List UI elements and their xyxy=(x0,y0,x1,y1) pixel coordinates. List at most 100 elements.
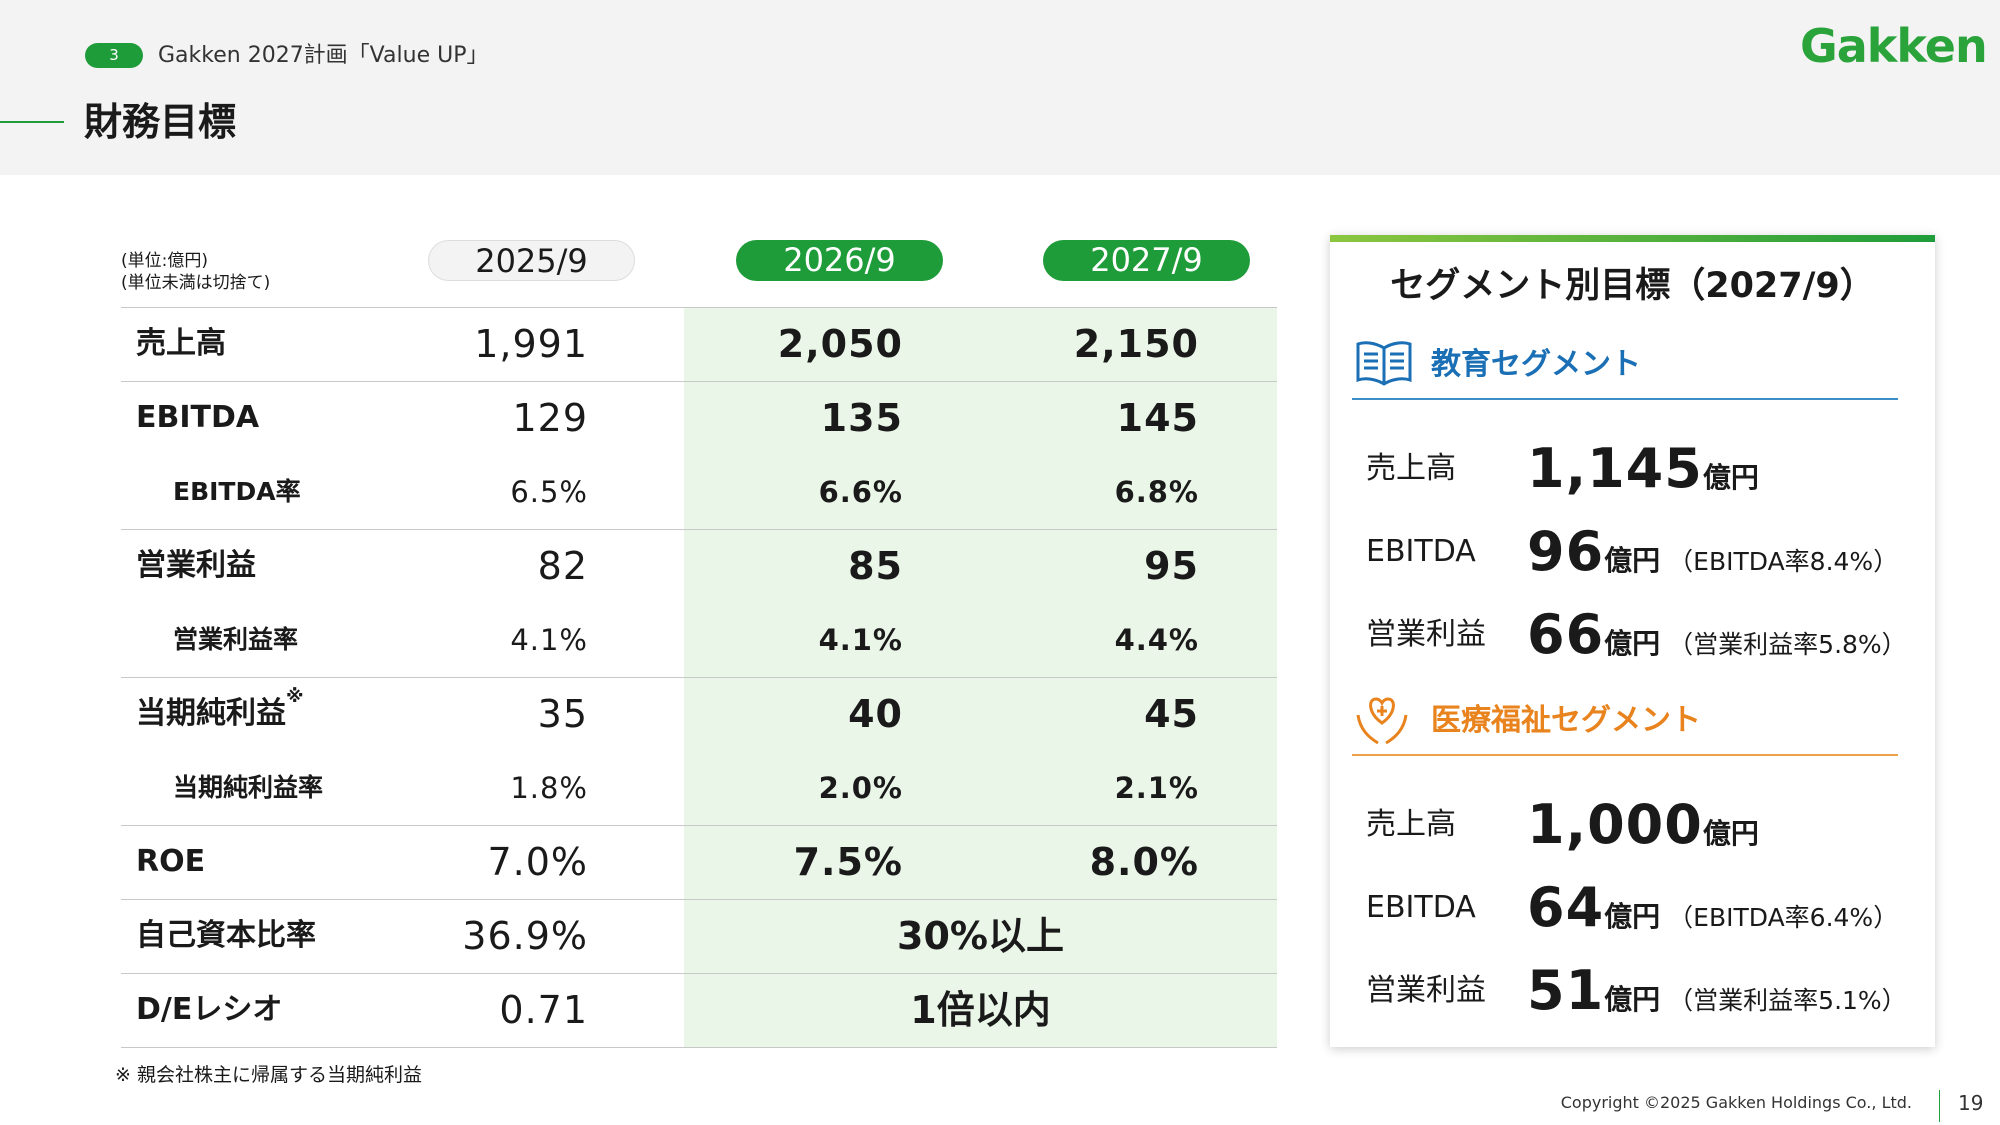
cell-value: 1,991 xyxy=(474,322,588,366)
cell-value: 2.1% xyxy=(1114,771,1199,805)
item-note: （営業利益率5.1%） xyxy=(1668,986,1907,1015)
item-label: 売上高 xyxy=(1366,451,1456,486)
cell-value: 4.1% xyxy=(510,623,588,657)
item-unit: 億円 xyxy=(1702,461,1759,494)
item-note: （EBITDA率8.4%） xyxy=(1668,547,1899,576)
row-label: 営業利益 xyxy=(136,548,256,583)
cell-value: 82 xyxy=(537,544,588,588)
cell-value: 4.1% xyxy=(818,623,903,657)
segment-rule xyxy=(1352,754,1898,756)
merged-cell: 30%以上 xyxy=(897,914,1064,958)
item-value: 66 xyxy=(1527,603,1605,666)
item-figure: 96 億円 （EBITDA率8.4%） xyxy=(1527,522,1898,592)
cell-value: 0.71 xyxy=(499,988,588,1032)
segment-name: 教育セグメント xyxy=(1431,347,1641,382)
cell-value: 8.0% xyxy=(1089,840,1199,884)
footer-divider xyxy=(1939,1090,1940,1122)
item-note: （EBITDA率6.4%） xyxy=(1668,903,1899,932)
cell-value: 45 xyxy=(1144,692,1199,736)
page-title: 財務目標 xyxy=(84,100,237,144)
row-label: D/Eレシオ xyxy=(136,992,283,1027)
plan-name: Gakken 2027計画「Value UP」 xyxy=(158,43,489,68)
cell-value: 7.0% xyxy=(487,840,588,884)
cell-value: 7.5% xyxy=(793,840,903,884)
item-value: 64 xyxy=(1527,876,1605,939)
row-divider xyxy=(121,899,1277,900)
column-header: 2027/9 xyxy=(1043,240,1250,281)
item-value: 51 xyxy=(1527,959,1605,1022)
cell-value: 2,150 xyxy=(1073,322,1199,366)
row-label: 売上高 xyxy=(136,326,226,361)
column-header: 2025/9 xyxy=(428,240,635,281)
item-unit: 億円 xyxy=(1604,544,1661,577)
item-figure: 1,145 億円 xyxy=(1527,439,1759,508)
item-label: 営業利益 xyxy=(1366,973,1486,1008)
row-divider xyxy=(121,1047,1277,1048)
row-divider xyxy=(121,973,1277,974)
row-divider xyxy=(121,677,1277,678)
detail-label: 当期純利益率 xyxy=(173,773,324,802)
row-label: ROE xyxy=(136,844,206,879)
cell-value: 40 xyxy=(848,692,903,736)
segment-name: 医療福祉セグメント xyxy=(1431,703,1701,738)
cell-value: 129 xyxy=(512,396,588,440)
page-number: 19 xyxy=(1958,1091,1984,1115)
panel-top-bar xyxy=(1330,235,1935,242)
item-figure: 64 億円 （EBITDA率6.4%） xyxy=(1527,878,1898,948)
item-value: 1,000 xyxy=(1527,793,1703,856)
cell-value: 85 xyxy=(848,544,903,588)
cell-value: 2,050 xyxy=(777,322,903,366)
detail-label: 営業利益率 xyxy=(173,625,299,654)
cell-value: 4.4% xyxy=(1114,623,1199,657)
book-icon xyxy=(1356,341,1412,386)
merged-cell: 1倍以内 xyxy=(910,988,1051,1032)
segment-panel: セグメント別目標（2027/9） 教育セグメント 売上高 1,145 億円 EBITDA 9… xyxy=(1330,235,1935,1047)
item-figure: 51 億円 （営業利益率5.1%） xyxy=(1527,961,1907,1031)
item-figure: 1,000 億円 xyxy=(1527,795,1759,864)
detail-label: EBITDA率 xyxy=(173,477,301,506)
header-band xyxy=(0,0,2000,175)
row-divider xyxy=(121,529,1277,530)
cell-value: 6.5% xyxy=(510,475,588,509)
cell-value: 1.8% xyxy=(510,771,588,805)
column-header: 2026/9 xyxy=(736,240,943,281)
cell-value: 95 xyxy=(1144,544,1199,588)
footnote: ※ 親会社株主に帰属する当期純利益 xyxy=(115,1064,422,1086)
item-value: 96 xyxy=(1527,520,1605,583)
item-unit: 億円 xyxy=(1702,817,1759,850)
page-badge: 3 xyxy=(85,43,143,68)
row-label: EBITDA xyxy=(136,400,260,435)
item-unit: 億円 xyxy=(1604,900,1661,933)
title-rule xyxy=(0,121,64,123)
unit-note: (単位未満は切捨て) xyxy=(121,273,271,293)
row-divider xyxy=(121,381,1277,382)
cell-value: 145 xyxy=(1116,396,1199,440)
item-unit: 億円 xyxy=(1604,983,1661,1016)
logo: Gakken xyxy=(1800,19,1988,73)
row-label: 自己資本比率 xyxy=(136,918,316,953)
row-divider xyxy=(121,307,1277,308)
item-label: EBITDA xyxy=(1366,890,1476,925)
copyright: Copyright ©2025 Gakken Holdings Co., Ltd… xyxy=(1560,1093,1912,1112)
cell-value: 6.6% xyxy=(818,475,903,509)
cell-value: 2.0% xyxy=(818,771,903,805)
item-figure: 66 億円 （営業利益率5.8%） xyxy=(1527,605,1907,675)
item-label: 営業利益 xyxy=(1366,617,1486,652)
unit-note: (単位:億円) xyxy=(121,251,208,271)
panel-title: セグメント別目標（2027/9） xyxy=(1390,266,1875,306)
row-label: 当期純利益※ xyxy=(136,677,304,751)
item-label: 売上高 xyxy=(1366,807,1456,842)
item-unit: 億円 xyxy=(1604,627,1661,660)
cell-value: 35 xyxy=(537,692,588,736)
cell-value: 6.8% xyxy=(1114,475,1199,509)
cell-value: 36.9% xyxy=(462,914,588,958)
row-divider xyxy=(121,825,1277,826)
cell-value: 135 xyxy=(820,396,903,440)
note-mark: ※ xyxy=(286,686,304,707)
segment-rule xyxy=(1352,398,1898,400)
care-icon xyxy=(1356,697,1408,745)
item-label: EBITDA xyxy=(1366,534,1476,569)
item-note: （営業利益率5.8%） xyxy=(1668,630,1907,659)
item-value: 1,145 xyxy=(1527,437,1703,500)
